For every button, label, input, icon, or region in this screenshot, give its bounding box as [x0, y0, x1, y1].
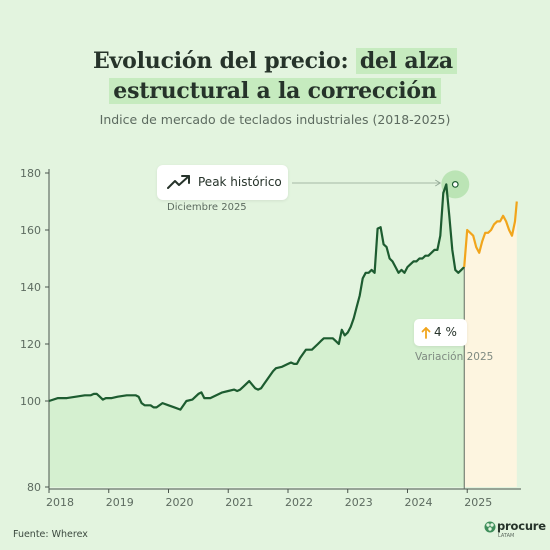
title-highlight-2: estructural a la corrección	[109, 78, 441, 104]
forecast-line	[463, 201, 518, 268]
y-tick-label: 100	[20, 395, 41, 408]
y-tick-label: 180	[20, 167, 41, 180]
y-tick-label: 140	[20, 281, 41, 294]
forecast-area	[464, 201, 517, 487]
peak-connector-arrow	[435, 179, 442, 187]
procure-logo-icon	[484, 521, 496, 533]
brand-subtitle: LATAM	[498, 533, 515, 539]
variation-value: 4 %	[434, 325, 457, 339]
arrow-up-icon	[421, 327, 431, 339]
x-tick-label: 2020	[165, 496, 193, 509]
historic-area	[49, 184, 465, 487]
peak-marker	[451, 180, 459, 188]
title-highlight-1: del alza	[355, 48, 457, 74]
x-tick-label: 2025	[464, 496, 492, 509]
x-tick-label: 2022	[285, 496, 313, 509]
historic-line	[48, 183, 465, 411]
y-tick-label: 120	[20, 338, 41, 351]
source-note: Fuente: Wherex	[13, 529, 88, 540]
peak-label: Peak histórico	[198, 175, 282, 189]
x-tick-label: 2021	[225, 496, 253, 509]
peak-annotation: Peak histórico	[157, 165, 288, 200]
peak-date: Diciembre 2025	[167, 202, 247, 213]
trending-up-icon	[167, 175, 190, 189]
x-tick-label: 2024	[404, 496, 432, 509]
x-tick-label: 2018	[46, 496, 74, 509]
title-part-1: Evolución del precio:	[92, 48, 349, 74]
chart-subtitle: Indice de mercado de teclados industrial…	[99, 112, 451, 127]
variation-badge: 4 %	[414, 319, 467, 346]
brand-name: procure	[497, 519, 546, 533]
chart-title: Evolución del precio: del alza estructur…	[0, 46, 550, 106]
x-tick-label: 2019	[106, 496, 134, 509]
y-tick-label: 160	[20, 224, 41, 237]
y-tick-label: 80	[27, 481, 41, 494]
x-tick-label: 2023	[345, 496, 373, 509]
variation-label: Variación 2025	[415, 351, 494, 363]
